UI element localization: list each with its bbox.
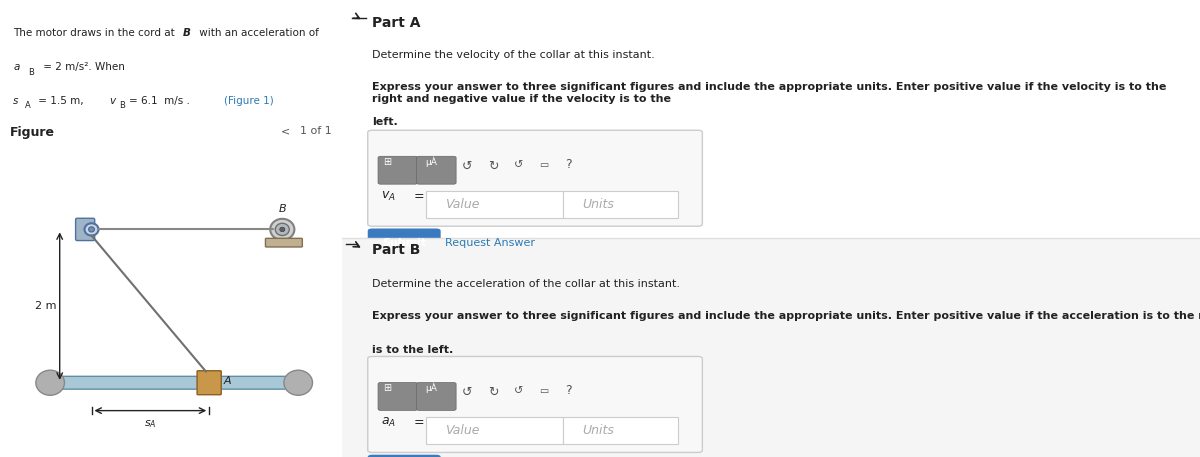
- Text: ↻: ↻: [488, 160, 498, 173]
- Text: Units: Units: [582, 198, 614, 211]
- Text: ↺: ↺: [462, 160, 473, 173]
- Text: Request Answer: Request Answer: [445, 238, 535, 248]
- Text: ↺: ↺: [514, 160, 523, 170]
- FancyBboxPatch shape: [367, 130, 702, 226]
- FancyBboxPatch shape: [265, 239, 302, 247]
- Text: is to the left.: is to the left.: [372, 345, 454, 355]
- Text: Value: Value: [445, 198, 480, 211]
- Text: $a_A$: $a_A$: [380, 416, 396, 429]
- Circle shape: [270, 219, 294, 240]
- FancyBboxPatch shape: [416, 383, 456, 410]
- Text: =: =: [413, 416, 424, 429]
- Text: = 6.1  m/s .: = 6.1 m/s .: [128, 96, 193, 106]
- Text: $v_A$: $v_A$: [380, 190, 395, 203]
- Text: ↺: ↺: [462, 386, 473, 399]
- Circle shape: [275, 223, 289, 235]
- Text: ↻: ↻: [488, 386, 498, 399]
- FancyBboxPatch shape: [378, 156, 418, 184]
- Text: ⊞: ⊞: [383, 157, 391, 167]
- Text: ?: ?: [565, 158, 571, 170]
- Text: Submit: Submit: [383, 238, 427, 248]
- Text: μÀ: μÀ: [425, 383, 437, 393]
- FancyBboxPatch shape: [563, 417, 678, 444]
- Text: Units: Units: [582, 424, 614, 437]
- Text: 1 of 1: 1 of 1: [300, 126, 332, 136]
- Text: Express your answer to three significant figures and include the appropriate uni: Express your answer to three significant…: [372, 311, 1200, 321]
- Text: 2 m: 2 m: [35, 301, 56, 311]
- Circle shape: [84, 223, 98, 235]
- Text: (Figure 1): (Figure 1): [224, 96, 274, 106]
- FancyBboxPatch shape: [367, 228, 440, 258]
- Text: ⊞: ⊞: [383, 383, 391, 393]
- FancyBboxPatch shape: [76, 218, 95, 240]
- FancyBboxPatch shape: [426, 417, 563, 444]
- Text: Value: Value: [445, 424, 480, 437]
- Circle shape: [36, 370, 65, 395]
- Text: s: s: [13, 96, 18, 106]
- Text: Part A: Part A: [372, 16, 420, 30]
- Text: = 2 m/s². When: = 2 m/s². When: [40, 62, 125, 72]
- FancyBboxPatch shape: [563, 191, 678, 218]
- Text: <: <: [281, 126, 289, 136]
- Text: $s_A$: $s_A$: [144, 419, 157, 430]
- Text: Express your answer to three significant figures and include the appropriate uni: Express your answer to three significant…: [372, 82, 1166, 104]
- Text: B: B: [278, 204, 286, 214]
- Text: B: B: [119, 101, 125, 110]
- Text: ?: ?: [565, 384, 571, 397]
- FancyBboxPatch shape: [197, 371, 221, 395]
- Text: The motor draws in the cord at: The motor draws in the cord at: [13, 28, 178, 38]
- Text: left.: left.: [372, 117, 397, 127]
- Text: Part B: Part B: [372, 243, 420, 257]
- Text: = 1.5 m,: = 1.5 m,: [35, 96, 86, 106]
- Text: v: v: [109, 96, 115, 106]
- Text: B: B: [28, 69, 34, 77]
- Text: Determine the acceleration of the collar at this instant.: Determine the acceleration of the collar…: [372, 279, 680, 289]
- Text: =: =: [413, 190, 424, 203]
- Text: Determine the velocity of the collar at this instant.: Determine the velocity of the collar at …: [372, 50, 655, 60]
- Text: ▭: ▭: [539, 386, 548, 396]
- Text: a: a: [13, 62, 19, 72]
- FancyBboxPatch shape: [48, 376, 300, 389]
- FancyBboxPatch shape: [342, 238, 1200, 457]
- FancyBboxPatch shape: [367, 356, 702, 452]
- Text: ▭: ▭: [539, 160, 548, 170]
- Text: with an acceleration of: with an acceleration of: [197, 28, 323, 38]
- Circle shape: [280, 227, 284, 232]
- Text: Figure: Figure: [10, 126, 55, 139]
- Text: B: B: [184, 28, 191, 38]
- Text: ↺: ↺: [514, 386, 523, 396]
- Circle shape: [284, 370, 312, 395]
- FancyBboxPatch shape: [367, 455, 440, 457]
- FancyBboxPatch shape: [416, 156, 456, 184]
- Text: μÀ: μÀ: [425, 157, 437, 167]
- FancyBboxPatch shape: [378, 383, 418, 410]
- Text: A: A: [25, 101, 30, 110]
- FancyBboxPatch shape: [426, 191, 563, 218]
- Circle shape: [89, 227, 95, 232]
- Text: A: A: [223, 377, 232, 386]
